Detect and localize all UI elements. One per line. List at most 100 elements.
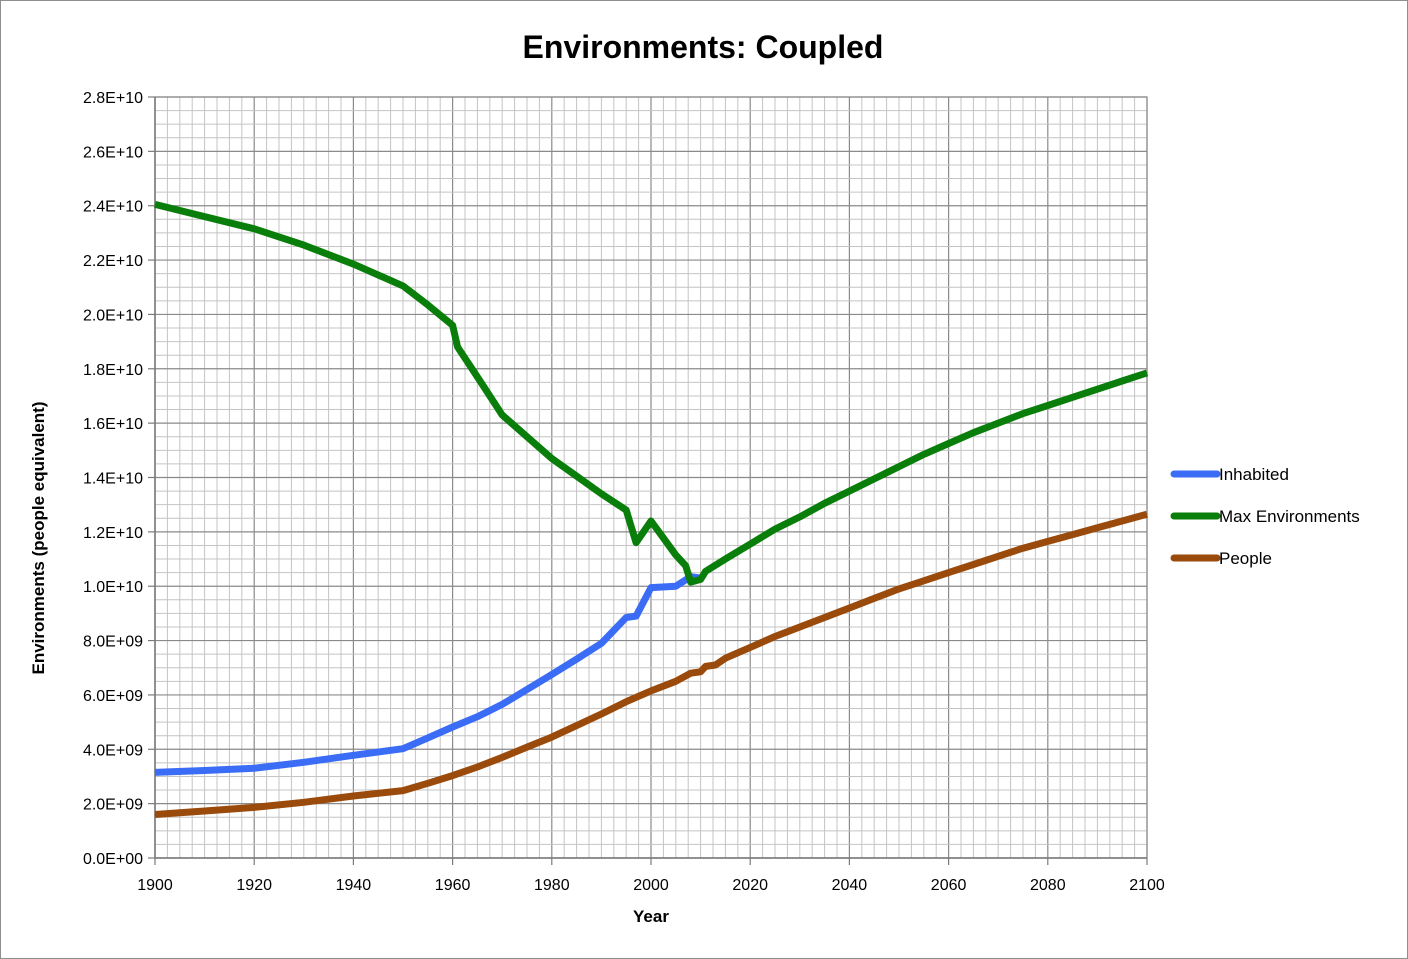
data-point (848, 490, 850, 492)
data-point (253, 767, 255, 769)
data-point (705, 570, 707, 572)
y-tick-label: 2.2E+10 (83, 253, 143, 270)
data-point (526, 436, 528, 438)
legend-item: People (1170, 549, 1272, 568)
data-point (303, 761, 305, 763)
data-point (1047, 405, 1049, 406)
data-point (253, 806, 255, 808)
data-point (1047, 540, 1049, 542)
data-point (204, 770, 206, 771)
data-point (749, 646, 751, 648)
data-point (427, 304, 429, 306)
data-point (402, 748, 404, 750)
data-point (799, 626, 801, 628)
axes (148, 96, 1148, 865)
data-point (402, 790, 404, 792)
data-point (1146, 372, 1148, 374)
data-point (690, 672, 692, 674)
data-point (154, 203, 156, 205)
data-point (1072, 396, 1074, 398)
y-tick-label: 4.0E+09 (83, 742, 143, 759)
data-point (1072, 534, 1074, 536)
data-point (576, 725, 578, 727)
data-point (476, 376, 478, 378)
data-point (600, 713, 602, 715)
data-point (204, 810, 206, 812)
data-point (675, 554, 677, 556)
data-point (625, 509, 627, 511)
x-tick-label: 2000 (633, 877, 669, 894)
data-point (402, 285, 404, 287)
y-tick-label: 2.6E+10 (83, 144, 143, 161)
data-point (660, 534, 662, 536)
data-point (452, 324, 454, 326)
data-point (675, 680, 677, 682)
data-point (352, 263, 354, 265)
data-point (600, 642, 602, 644)
x-axis-title: Year (633, 907, 669, 926)
data-point (650, 690, 652, 692)
data-point (452, 726, 454, 728)
data-point (352, 754, 354, 756)
y-tick-label: 2.8E+10 (83, 90, 143, 107)
data-point (501, 414, 503, 416)
data-point (154, 814, 156, 815)
data-point (1121, 380, 1123, 382)
data-point (749, 543, 751, 545)
data-point (675, 585, 677, 587)
series-lines (154, 201, 1149, 818)
data-point (427, 782, 429, 784)
data-point (650, 587, 652, 589)
data-point (1146, 513, 1148, 515)
data-point (253, 228, 255, 230)
x-tick-label: 1980 (534, 877, 570, 894)
data-point (715, 664, 716, 666)
data-point (551, 674, 553, 675)
data-point (799, 516, 801, 518)
y-tick-label: 8.0E+09 (83, 634, 143, 651)
data-point (427, 737, 429, 739)
y-tick-label: 0.0E+00 (83, 851, 143, 868)
data-point (526, 746, 528, 748)
x-tick-label: 2100 (1129, 877, 1165, 894)
data-point (824, 617, 826, 618)
data-point (873, 597, 875, 599)
data-point (501, 756, 503, 758)
data-point (625, 701, 627, 703)
data-point (526, 689, 528, 690)
x-tick-label: 1960 (435, 877, 471, 894)
data-point (923, 453, 925, 455)
x-tick-label: 2040 (832, 877, 868, 894)
data-point (551, 736, 553, 738)
data-point (154, 771, 156, 773)
data-point (1022, 547, 1024, 549)
data-point (600, 493, 602, 495)
x-tick-label: 2020 (732, 877, 768, 894)
legend-label: People (1219, 549, 1272, 568)
y-tick-label: 6.0E+09 (83, 688, 143, 705)
series-line (154, 201, 1149, 586)
x-tick-label: 1900 (137, 877, 173, 894)
legend: Inhabited Max Environments People (1170, 465, 1360, 568)
legend-item: Inhabited (1170, 465, 1289, 484)
y-tick-label: 1.2E+10 (83, 525, 143, 542)
y-tick-label: 2.0E+10 (83, 307, 143, 324)
data-point (635, 542, 637, 544)
data-point (303, 801, 305, 803)
y-tick-label: 1.4E+10 (83, 471, 143, 488)
data-point (700, 671, 702, 673)
x-tick-label: 1920 (236, 877, 272, 894)
data-point (476, 716, 478, 718)
data-point (690, 581, 692, 583)
series-line (154, 573, 702, 776)
data-point (635, 615, 637, 617)
data-point (452, 775, 454, 777)
data-point (685, 565, 687, 567)
series-people (154, 510, 1148, 818)
data-point (1096, 527, 1098, 529)
data-point (972, 564, 974, 565)
data-point (898, 588, 900, 590)
data-point (997, 555, 999, 557)
